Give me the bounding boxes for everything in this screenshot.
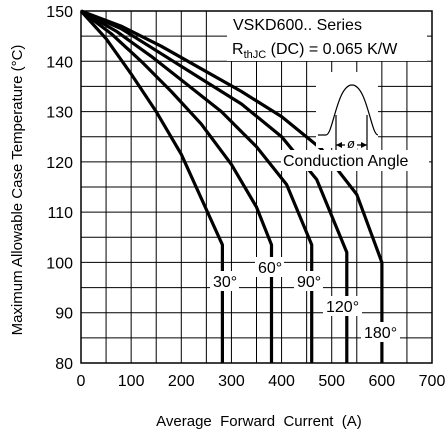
y-tick-label: 80	[55, 356, 73, 373]
inset-arrowhead-left	[336, 142, 342, 148]
x-tick-label: 300	[218, 373, 245, 390]
curve-labels: 30° 60° 90° 120° 180°	[210, 257, 400, 342]
y-tick-label: 140	[46, 54, 73, 71]
y-tick-label: 120	[46, 155, 73, 172]
series-label-box	[323, 296, 362, 316]
series-label: 30°	[213, 274, 237, 291]
conduction-angle-diagram: ø Conduction Angle	[281, 72, 429, 171]
phi-box	[345, 136, 357, 150]
x-tick-label: 600	[369, 373, 396, 390]
series-line	[79, 9, 224, 363]
legend-box	[227, 11, 427, 61]
series-label-box	[361, 322, 400, 342]
series-line	[80, 9, 349, 363]
series-label: 90°	[297, 274, 321, 291]
series-line	[80, 9, 314, 363]
series-label: 120°	[326, 299, 359, 316]
series-label: 60°	[258, 260, 282, 277]
y-tick-label: 110	[47, 205, 73, 222]
legend-series-name: VSKD600.. Series	[233, 17, 362, 34]
y-tick-label: 100	[46, 255, 73, 272]
legend: VSKD600.. Series RthJC (DC) = 0.065 K/W	[227, 11, 427, 61]
x-axis-title: Average Forward Current (A)	[156, 413, 362, 430]
rth-subscript: thJC	[244, 49, 267, 61]
series-line	[80, 9, 384, 363]
curves	[79, 9, 384, 363]
series-label: 180°	[364, 325, 397, 342]
y-axis-title: Maximum Allowable Case Temperature (°C)	[9, 45, 26, 336]
axes: 0 100 200 300 400 500 600 700 80 90 100 110 120 130 14…	[9, 4, 445, 430]
conduction-box	[281, 150, 429, 171]
phi-symbol: ø	[347, 136, 355, 151]
conduction-angle-label: Conduction Angle	[283, 153, 409, 170]
rth-rest: (DC) = 0.065 K/W	[266, 41, 398, 58]
rth-prefix: R	[232, 41, 244, 58]
grid	[81, 11, 432, 363]
x-tick-label: 200	[168, 373, 195, 390]
series-label-box	[255, 257, 284, 277]
inset-arrowhead-right	[361, 142, 367, 148]
plot-frame	[80, 10, 433, 364]
x-tick-label: 500	[318, 373, 345, 390]
x-tick-label: 400	[268, 373, 295, 390]
x-tick-label: 0	[77, 373, 86, 390]
y-tick-label: 90	[55, 306, 73, 323]
series-label-box	[294, 271, 323, 291]
series-line	[80, 9, 274, 363]
x-tick-label: 700	[419, 373, 446, 390]
legend-rth: RthJC (DC) = 0.065 K/W	[232, 41, 398, 61]
y-tick-label: 150	[46, 4, 73, 21]
series-label-box	[210, 271, 239, 291]
x-tick-label: 100	[118, 373, 145, 390]
y-tick-label: 130	[46, 105, 73, 122]
inset-baseline	[318, 84, 379, 136]
